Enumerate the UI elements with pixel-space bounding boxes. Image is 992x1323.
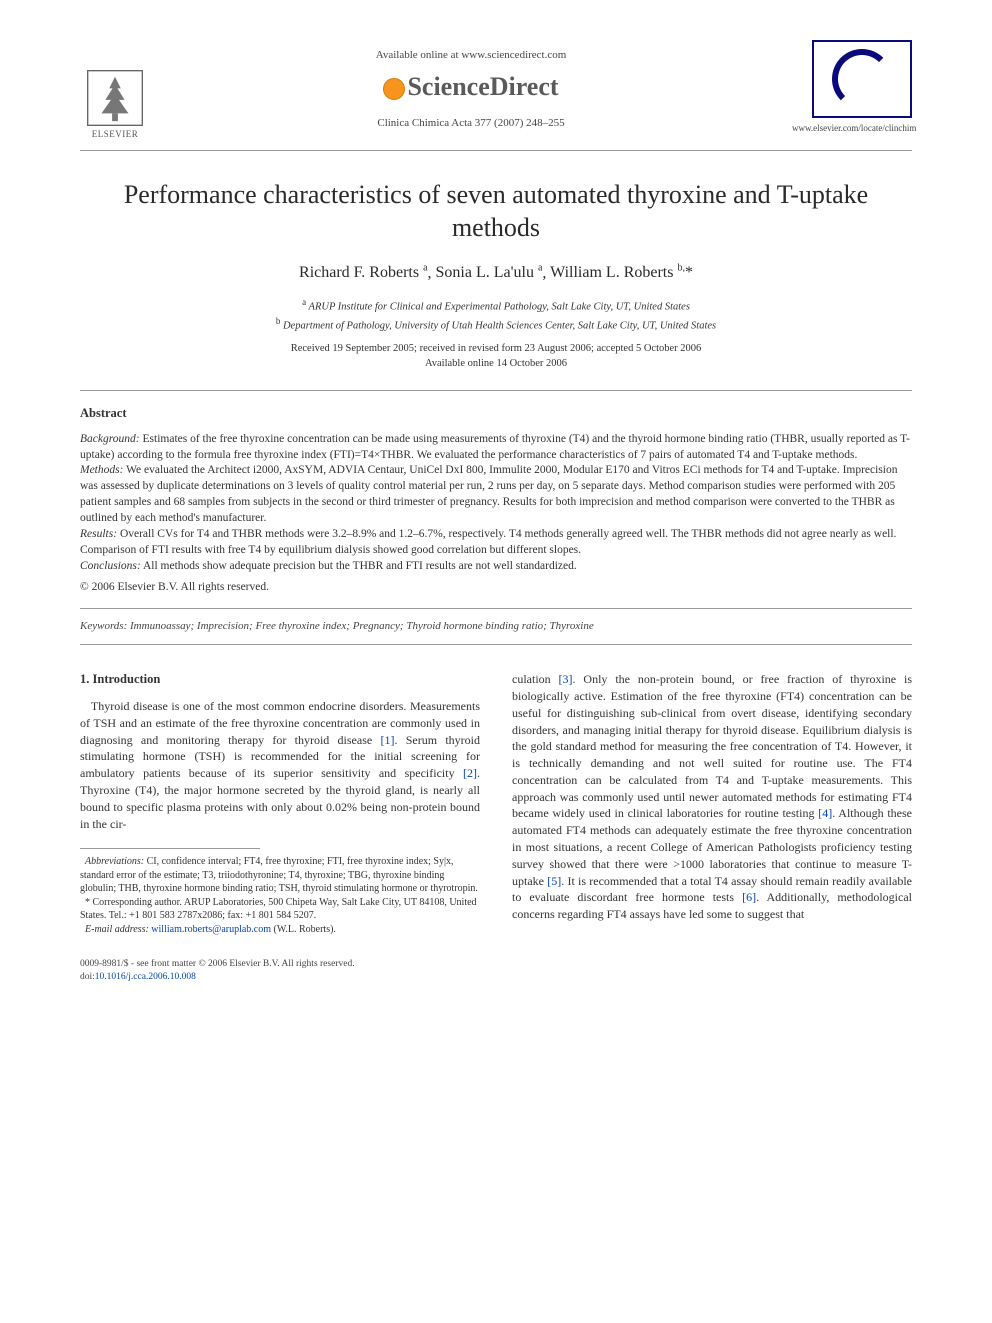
abstract-copyright: © 2006 Elsevier B.V. All rights reserved… [80,580,912,596]
sciencedirect-logo: ScienceDirect [150,69,792,104]
cca-logo [812,40,912,118]
abstract-background-label: Background: [80,433,140,445]
center-header: Available online at www.sciencedirect.co… [150,40,792,131]
keywords-text: Immunoassay; Imprecision; Free thyroxine… [130,620,594,632]
keywords-label: Keywords: [80,620,127,632]
corresponding-author-footnote: * Corresponding author. ARUP Laboratorie… [80,896,480,923]
journal-citation: Clinica Chimica Acta 377 (2007) 248–255 [150,116,792,131]
journal-url: www.elsevier.com/locate/clinchim [792,122,912,134]
abstract-body: Background: Estimates of the free thyrox… [80,432,912,597]
page-header: ELSEVIER Available online at www.science… [80,40,912,140]
abstract-block: Abstract Background: Estimates of the fr… [80,390,912,609]
ref-3[interactable]: [3] [559,672,573,686]
email-owner: (W.L. Roberts). [274,924,336,935]
abstract-results: Overall CVs for T4 and THBR methods were… [80,528,896,556]
abstract-heading: Abstract [80,405,912,422]
footnote-rule [80,848,260,849]
footer-block: 0009-8981/$ - see front matter © 2006 El… [80,958,480,983]
doi-label: doi: [80,972,95,982]
intro-paragraph-left: Thyroid disease is one of the most commo… [80,698,480,832]
abbreviations-footnote: Abbreviations: CI, confidence interval; … [80,855,480,896]
abstract-methods-label: Methods: [80,464,123,476]
body-two-column: 1. Introduction Thyroid disease is one o… [80,671,912,983]
ref-6[interactable]: [6] [742,890,756,904]
cca-swirl-icon [832,49,892,109]
ref-4[interactable]: [4] [818,806,832,820]
email-label: E-mail address: [85,924,149,935]
intro-paragraph-right: culation [3]. Only the non-protein bound… [512,671,912,923]
received-line: Received 19 September 2005; received in … [80,342,912,357]
author-list: Richard F. Roberts a, Sonia L. La'ulu a,… [80,262,912,284]
corresp-text: Corresponding author. ARUP Laboratories,… [80,897,477,922]
ref-2[interactable]: [2] [463,766,477,780]
elsevier-logo: ELSEVIER [80,60,150,140]
header-rule [80,150,912,151]
abstract-background: Estimates of the free thyroxine concentr… [80,433,910,461]
abstract-conclusions: All methods show adequate precision but … [143,560,577,572]
author-3: William L. Roberts b,* [550,264,693,281]
available-online-line-2: Available online 14 October 2006 [80,357,912,372]
sciencedirect-label: ScienceDirect [407,72,558,101]
sciencedirect-dot-icon [383,78,405,100]
corresp-marker: * [85,897,90,908]
affiliation-a: a ARUP Institute for Clinical and Experi… [80,296,912,315]
email-address[interactable]: william.roberts@aruplab.com [151,924,271,935]
left-column: 1. Introduction Thyroid disease is one o… [80,671,480,983]
elsevier-label: ELSEVIER [92,128,139,140]
article-dates: Received 19 September 2005; received in … [80,342,912,371]
affiliations: a ARUP Institute for Clinical and Experi… [80,296,912,335]
footnotes: Abbreviations: CI, confidence interval; … [80,855,480,936]
abbrev-label: Abbreviations: [85,856,144,867]
elsevier-tree-icon [87,70,143,126]
section-1-heading: 1. Introduction [80,671,480,688]
doi-link[interactable]: 10.1016/j.cca.2006.10.008 [95,972,196,982]
abstract-methods: We evaluated the Architect i2000, AxSYM,… [80,464,898,524]
keywords-block: Keywords: Immunoassay; Imprecision; Free… [80,609,912,645]
doi-line: doi:10.1016/j.cca.2006.10.008 [80,971,480,983]
ref-1[interactable]: [1] [380,733,394,747]
right-column: culation [3]. Only the non-protein bound… [512,671,912,983]
abstract-conclusions-label: Conclusions: [80,560,141,572]
journal-logo-block: www.elsevier.com/locate/clinchim [792,40,912,134]
affiliation-b: b Department of Pathology, University of… [80,315,912,334]
abstract-results-label: Results: [80,528,117,540]
ref-5[interactable]: [5] [547,874,561,888]
article-title: Performance characteristics of seven aut… [120,179,872,244]
front-matter-line: 0009-8981/$ - see front matter © 2006 El… [80,958,480,970]
email-footnote: E-mail address: william.roberts@aruplab.… [80,923,480,937]
author-1: Richard F. Roberts a [299,264,428,281]
author-2: Sonia L. La'ulu a [436,264,543,281]
available-online-line: Available online at www.sciencedirect.co… [150,48,792,63]
